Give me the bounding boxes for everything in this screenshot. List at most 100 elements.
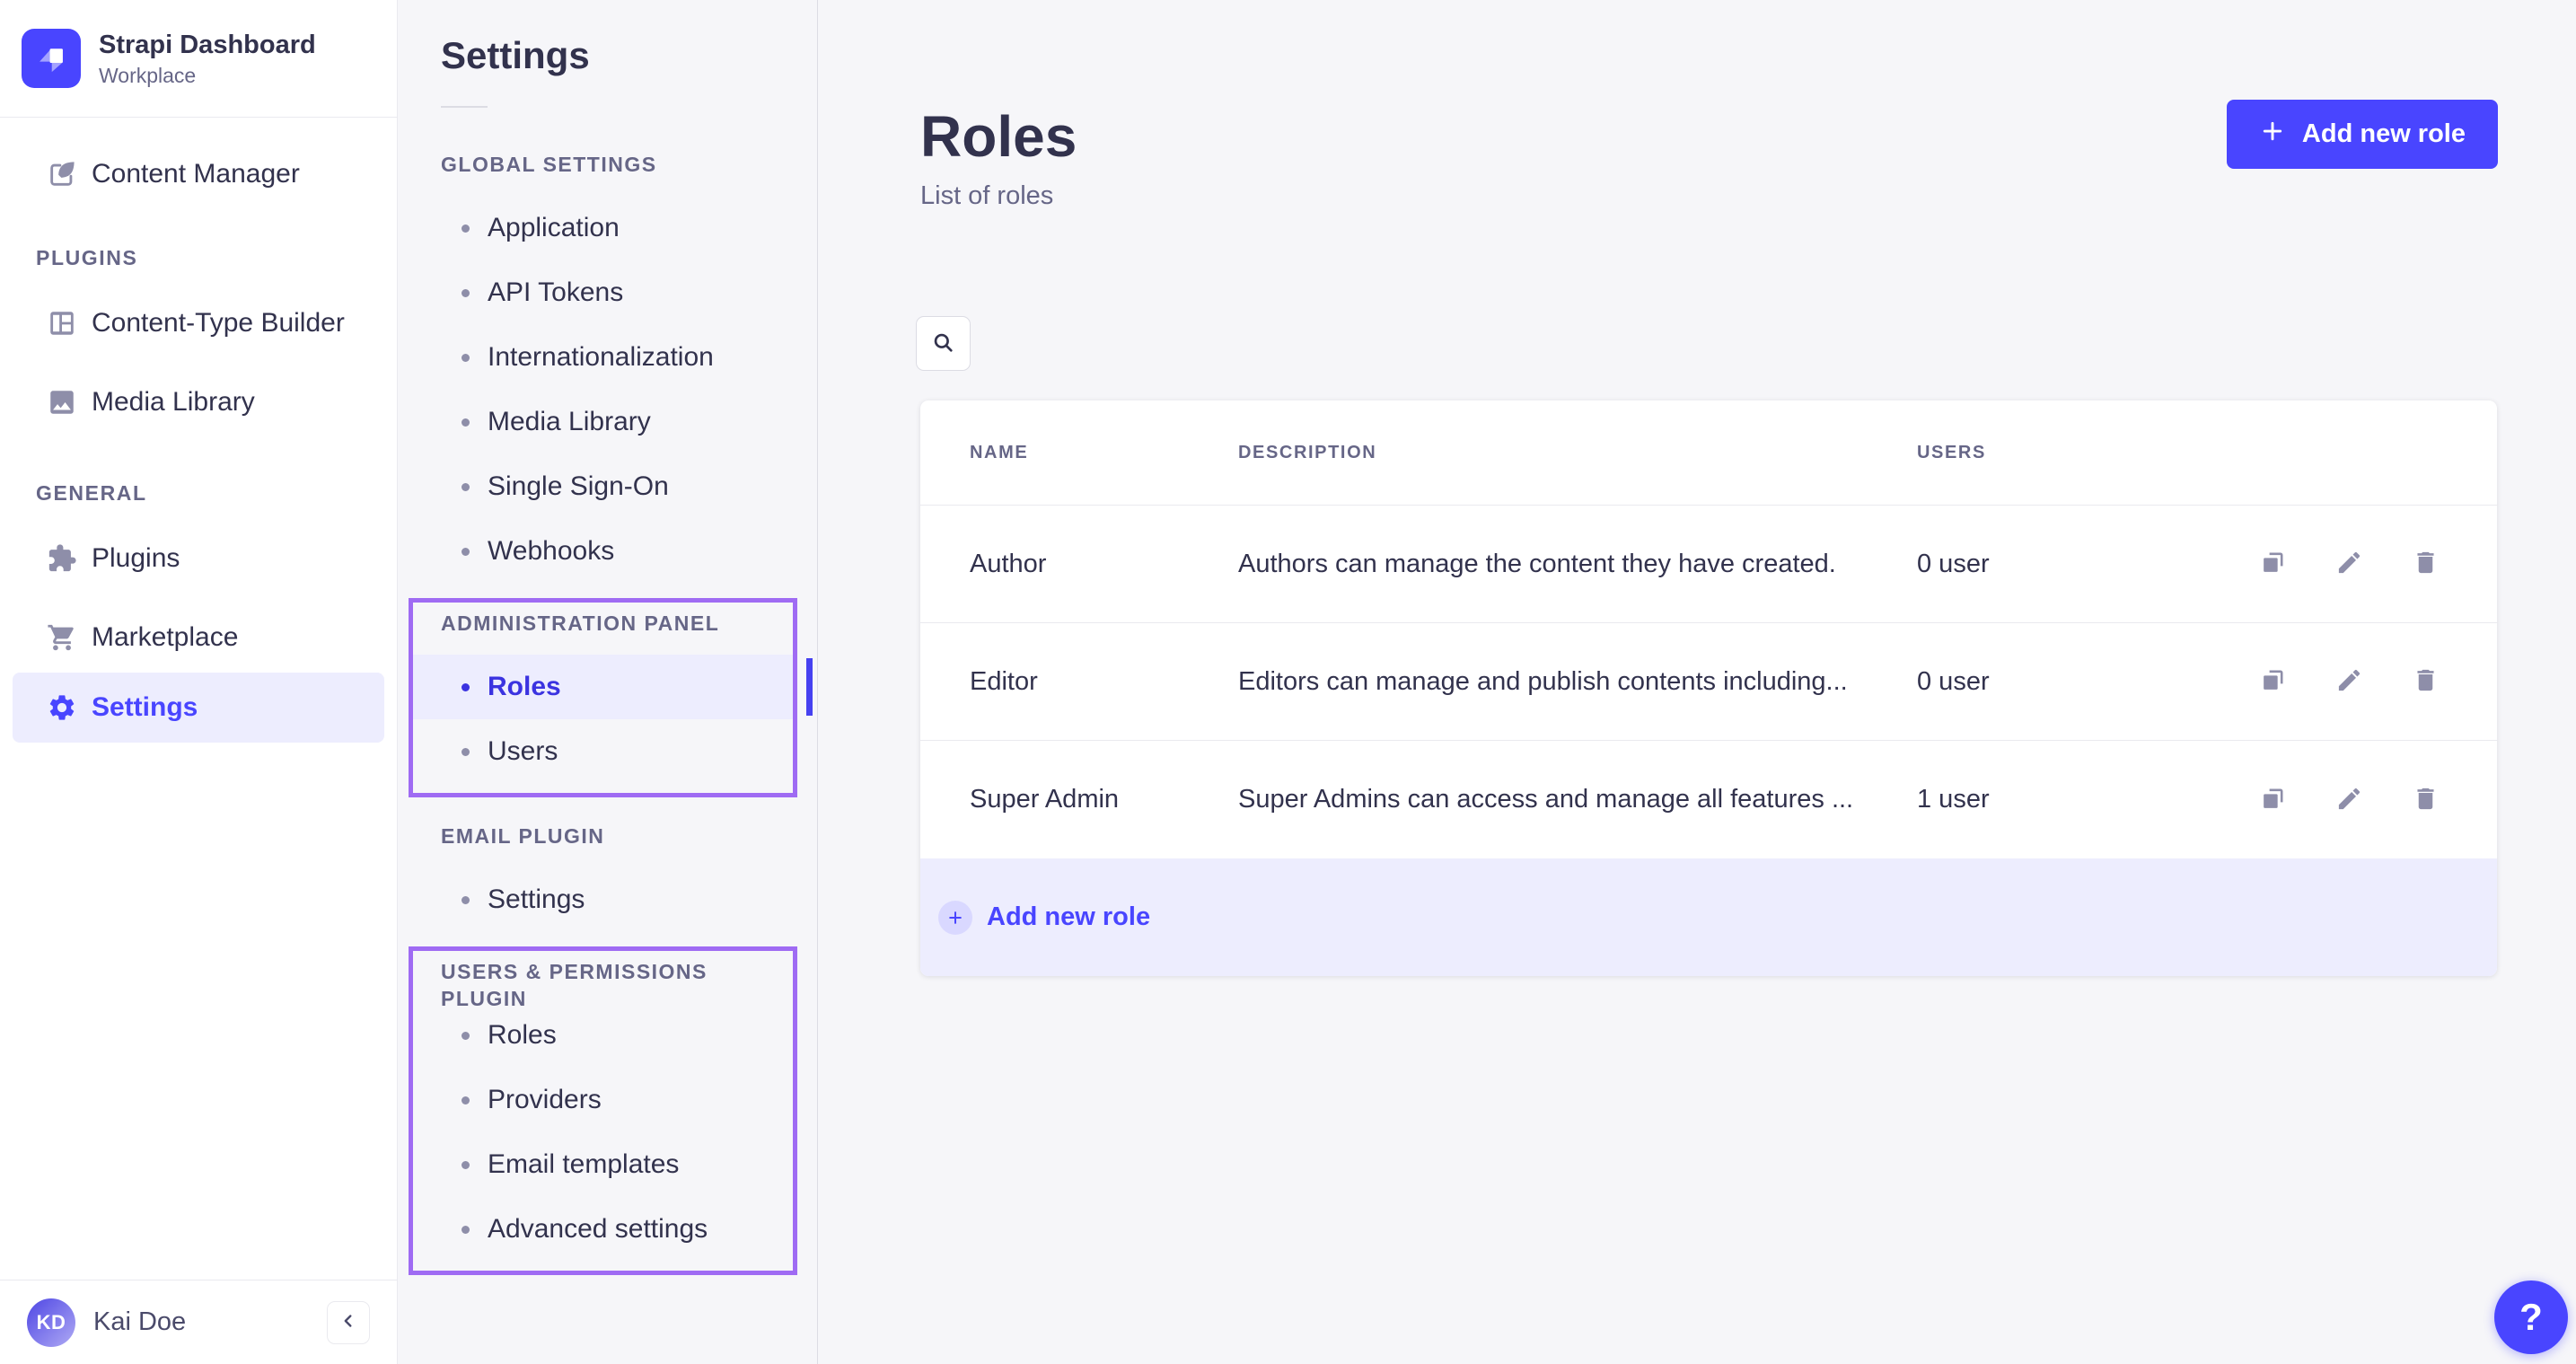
delete-icon	[2412, 666, 2440, 697]
table-row-editor[interactable]: Editor Editors can manage and publish co…	[920, 623, 2497, 741]
user-area: KD Kai Doe	[0, 1280, 397, 1364]
duplicate-icon	[2259, 666, 2287, 697]
sidebar-item-label: Content-Type Builder	[92, 308, 345, 338]
column-header-name: NAME	[970, 442, 1029, 462]
duplicate-role-button[interactable]	[2255, 546, 2290, 582]
delete-role-button[interactable]	[2407, 664, 2443, 700]
search-button[interactable]	[916, 316, 971, 371]
subnav-item-media-library[interactable]: Media Library	[398, 390, 817, 454]
edit-role-button[interactable]	[2331, 782, 2367, 818]
subnav-item-advanced-settings[interactable]: Advanced settings	[413, 1197, 793, 1262]
edit-role-button[interactable]	[2331, 546, 2367, 582]
cart-icon	[47, 622, 77, 653]
plus-icon	[2259, 118, 2286, 152]
duplicate-role-button[interactable]	[2255, 782, 2290, 818]
user-name: Kai Doe	[93, 1307, 187, 1336]
strapi-logo-icon	[22, 29, 81, 88]
workspace-title: Strapi Dashboard	[99, 30, 316, 59]
subnav-item-users[interactable]: Users	[413, 719, 793, 784]
sidebar-item-media-library[interactable]: Media Library	[0, 367, 397, 437]
question-mark-icon: ?	[2519, 1296, 2543, 1338]
sidebar-section-plugins: PLUGINS	[36, 246, 138, 269]
sidebar-item-content-manager[interactable]: Content Manager	[0, 139, 397, 209]
roles-table: NAME DESCRIPTION USERS Author Authors ca…	[920, 400, 2497, 976]
table-header: NAME DESCRIPTION USERS	[920, 400, 2497, 506]
bullet-icon	[462, 1225, 470, 1234]
delete-role-button[interactable]	[2407, 782, 2443, 818]
sidebar-item-label: Content Manager	[92, 159, 300, 189]
column-header-description: DESCRIPTION	[1238, 442, 1377, 462]
subnav-item-webhooks[interactable]: Webhooks	[398, 519, 817, 584]
role-users-count: 1 user	[1917, 785, 1990, 814]
bullet-icon	[462, 1096, 470, 1104]
sidebar-item-label: Media Library	[92, 387, 255, 417]
sidebar-item-settings[interactable]: Settings	[13, 673, 384, 743]
avatar[interactable]: KD	[27, 1298, 75, 1347]
subnav-section-label: GLOBAL SETTINGS	[441, 153, 657, 176]
row-actions	[2255, 664, 2443, 700]
row-actions	[2255, 782, 2443, 818]
subnav-section-users-permissions annotation-box: USERS & PERMISSIONS PLUGIN Roles Provide…	[409, 946, 797, 1275]
subnav-item-single-sign-on[interactable]: Single Sign-On	[398, 454, 817, 519]
subnav-item-roles-up[interactable]: Roles	[413, 1003, 793, 1068]
bullet-icon	[462, 1031, 470, 1040]
search-icon	[931, 330, 955, 357]
edit-icon	[2335, 666, 2363, 697]
role-name: Editor	[970, 666, 1038, 696]
sidebar-item-marketplace[interactable]: Marketplace	[0, 603, 397, 673]
subnav-item-application[interactable]: Application	[398, 196, 817, 260]
delete-role-button[interactable]	[2407, 546, 2443, 582]
subnav-item-email-settings[interactable]: Settings	[398, 867, 817, 932]
pen-square-icon	[47, 159, 77, 189]
sidebar-item-content-type-builder[interactable]: Content-Type Builder	[0, 288, 397, 358]
table-row-super-admin[interactable]: Super Admin Super Admins can access and …	[920, 741, 2497, 858]
delete-icon	[2412, 549, 2440, 579]
bullet-icon	[462, 895, 470, 904]
sidebar-item-label: Settings	[92, 692, 198, 722]
workspace-subtitle: Workplace	[99, 63, 197, 87]
puzzle-icon	[47, 543, 77, 574]
bullet-icon	[462, 353, 470, 362]
role-name: Super Admin	[970, 785, 1120, 814]
bullet-icon	[462, 224, 470, 233]
subnav-section-label: USERS & PERMISSIONS PLUGIN	[441, 960, 708, 1010]
sidebar-section-general: GENERAL	[36, 481, 147, 505]
subnav-item-internationalization[interactable]: Internationalization	[398, 325, 817, 390]
layout-icon	[47, 308, 77, 339]
active-item-indicator	[806, 658, 813, 716]
role-users-count: 0 user	[1917, 666, 1990, 696]
role-name: Author	[970, 549, 1047, 578]
subnav-item-providers[interactable]: Providers	[413, 1068, 793, 1132]
page-title: Roles	[920, 104, 1077, 169]
subnav-item-roles-admin[interactable]: Roles	[413, 655, 793, 719]
bullet-icon	[462, 418, 470, 427]
subnav-item-email-templates[interactable]: Email templates	[413, 1132, 793, 1197]
footer-add-label: Add new role	[987, 902, 1151, 931]
subnav-title: Settings	[441, 34, 590, 76]
row-actions	[2255, 546, 2443, 582]
edit-role-button[interactable]	[2331, 664, 2367, 700]
subnav-section-global-settings: GLOBAL SETTINGS Application API Tokens I…	[398, 151, 817, 584]
delete-icon	[2412, 785, 2440, 815]
column-header-users: USERS	[1917, 442, 1986, 462]
table-row-author[interactable]: Author Authors can manage the content th…	[920, 506, 2497, 623]
subnav-item-api-tokens[interactable]: API Tokens	[398, 260, 817, 325]
role-users-count: 0 user	[1917, 549, 1990, 578]
workspace-switcher[interactable]: Strapi Dashboard Workplace	[0, 0, 397, 118]
brand-text: Strapi Dashboard Workplace	[99, 30, 316, 88]
subnav-section-label: EMAIL PLUGIN	[441, 824, 605, 848]
duplicate-role-button[interactable]	[2255, 664, 2290, 700]
help-button[interactable]: ?	[2494, 1280, 2568, 1354]
add-new-role-button[interactable]: Add new role	[2226, 100, 2498, 169]
bullet-icon	[462, 747, 470, 756]
table-footer-add-new-role[interactable]: Add new role	[920, 858, 2497, 976]
subnav-section-label: ADMINISTRATION PANEL	[441, 612, 720, 635]
duplicate-icon	[2259, 785, 2287, 815]
page-subtitle: List of roles	[920, 181, 1054, 210]
sidebar-item-plugins[interactable]: Plugins	[0, 524, 397, 594]
collapse-sidebar-button[interactable]	[327, 1300, 370, 1344]
gear-icon	[47, 692, 77, 723]
duplicate-icon	[2259, 549, 2287, 579]
bullet-icon	[462, 288, 470, 297]
role-description: Editors can manage and publish contents …	[1238, 666, 1848, 696]
